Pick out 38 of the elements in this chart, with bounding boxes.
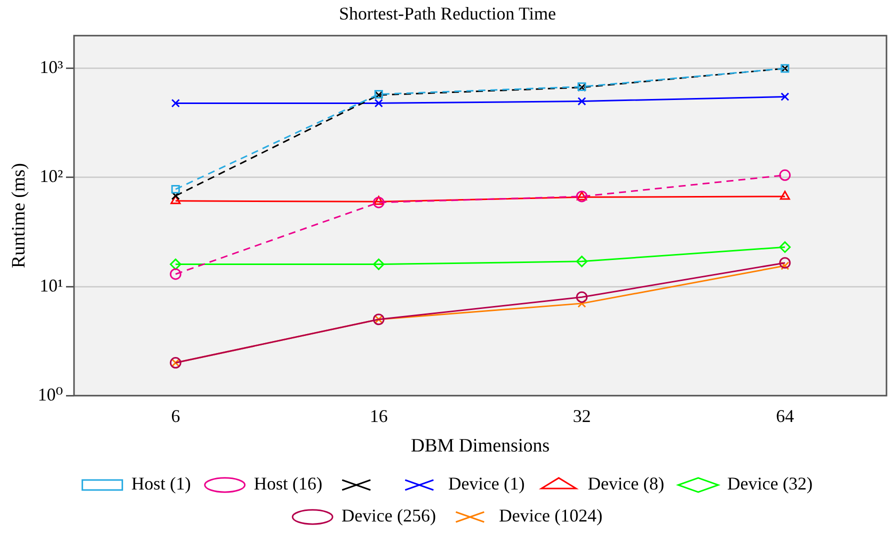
x-tick-label: 32 [572, 406, 591, 426]
y-axis-title: Runtime (ms) [8, 163, 30, 268]
x-tick-label: 6 [171, 406, 180, 426]
legend-label: Device (1024) [499, 506, 602, 526]
legend-label: Device (256) [342, 506, 436, 526]
point [374, 98, 383, 108]
chart-title: Shortest-Path Reduction Time [338, 4, 556, 24]
point [171, 184, 180, 194]
y-tick-label: 10³ [40, 57, 64, 78]
y-tick-label: 10¹ [40, 275, 64, 296]
point [578, 299, 586, 308]
point [780, 262, 790, 270]
x-axis-title: DBM Dimensions [410, 436, 550, 457]
point [578, 96, 586, 106]
legend-label: Host (1) [131, 474, 191, 494]
point [780, 92, 790, 102]
legend-label: Device (1) [448, 474, 525, 494]
x-tick-label: 16 [370, 406, 388, 426]
legend-label: Device (32) [727, 474, 813, 494]
point [171, 191, 180, 200]
point [372, 196, 384, 208]
point [374, 196, 384, 205]
point [170, 258, 182, 270]
y-tick-label: 10⁰ [38, 384, 64, 404]
point [779, 257, 791, 269]
point [780, 190, 790, 200]
legend-label: Device (8) [588, 474, 664, 494]
point [170, 268, 182, 280]
legend-label: Host (16) [254, 474, 322, 494]
point [170, 195, 181, 204]
point [576, 256, 588, 268]
point [171, 98, 180, 108]
y-tick-label: 10² [40, 166, 64, 186]
point [779, 241, 791, 253]
point [779, 169, 791, 181]
point [372, 258, 384, 270]
point [576, 291, 588, 303]
x-tick-label: 64 [776, 406, 794, 426]
